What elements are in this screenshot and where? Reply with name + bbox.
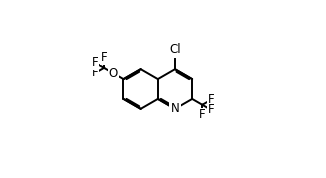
Text: N: N	[170, 102, 179, 115]
Text: F: F	[92, 56, 99, 69]
Text: O: O	[109, 67, 118, 80]
Text: F: F	[208, 93, 214, 106]
Text: Cl: Cl	[169, 43, 181, 56]
Text: F: F	[101, 51, 107, 64]
Text: F: F	[199, 108, 206, 121]
Text: F: F	[208, 103, 214, 116]
Text: F: F	[92, 66, 99, 79]
